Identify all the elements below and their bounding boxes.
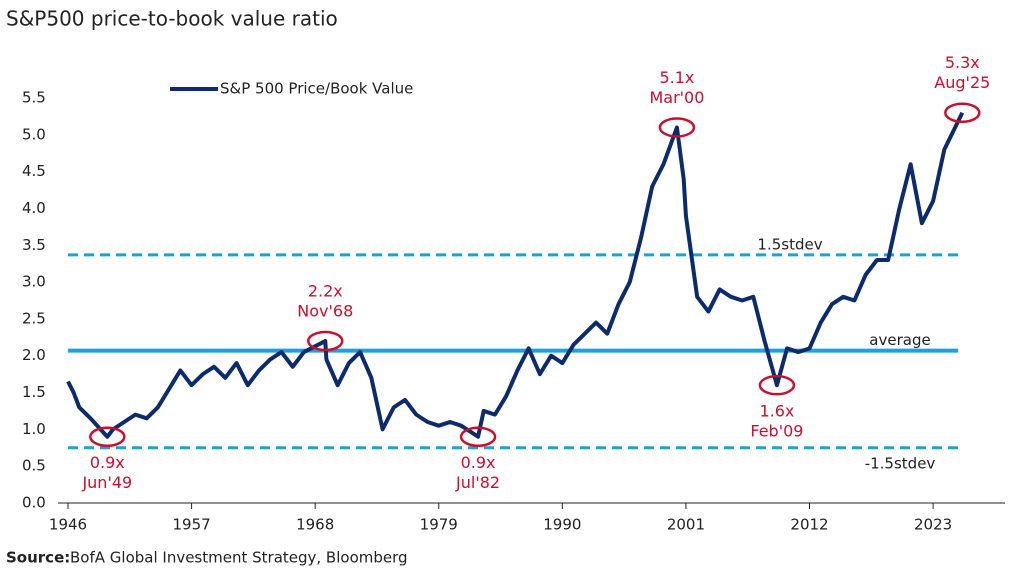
source: BofA Global Investment Strategy, Bloombe… [70,549,408,567]
annotation-circle [307,330,344,352]
annotation-value: 5.1x [659,68,694,87]
annotation-date: Jun'49 [81,473,132,492]
source-label: Source: [6,549,70,567]
y-tick-label: 2.5 [22,309,46,327]
annotation-value: 2.2x [308,282,343,301]
annotation-value: 0.9x [461,453,496,472]
x-tick-label: 1968 [296,516,334,534]
legend-label: S&P 500 Price/Book Value [220,80,413,98]
annotation-date: Feb'09 [750,422,803,441]
y-tick-label: 0.0 [22,494,46,512]
annotation-circle [658,117,696,138]
x-tick-label: 1990 [543,516,581,534]
annotation-date: Mar'00 [649,88,704,107]
annotation-value: 1.6x [759,402,794,421]
chart-title: S&P500 price-to-book value ratio [6,7,338,31]
y-tick-label: 5.0 [22,125,46,143]
y-tick-label: 4.0 [22,199,46,217]
y-tick-label: 4.5 [22,162,46,180]
annotation-value: 5.3x [945,53,980,72]
reference-label: -1.5stdev [865,454,936,472]
y-tick-label: 3.0 [22,273,46,291]
y-tick-label: 1.5 [22,383,46,401]
annotation-value: 0.9x [90,453,125,472]
x-tick-label: 1946 [49,516,87,534]
annotation-circle [944,102,981,123]
annotation-date: Aug'25 [934,73,990,92]
annotation-circle [758,374,796,396]
y-tick-label: 1.0 [22,420,46,438]
y-tick-label: 0.5 [22,457,46,475]
x-tick-label: 2023 [914,516,952,534]
x-tick-label: 2001 [667,516,705,534]
x-tick-label: 1979 [420,516,458,534]
data-line [66,111,965,439]
annotation-circle [459,426,497,447]
annotation-date: Jul'82 [455,473,500,492]
reference-label: 1.5stdev [757,235,822,253]
x-tick-label: 2012 [790,516,828,534]
y-tick-label: 5.5 [22,89,46,107]
reference-label: average [869,331,930,349]
y-tick-label: 2.0 [22,346,46,364]
x-tick-label: 1957 [172,516,210,534]
annotation-circle [89,426,126,447]
annotation-date: Nov'68 [297,302,353,321]
y-tick-label: 3.5 [22,236,46,254]
